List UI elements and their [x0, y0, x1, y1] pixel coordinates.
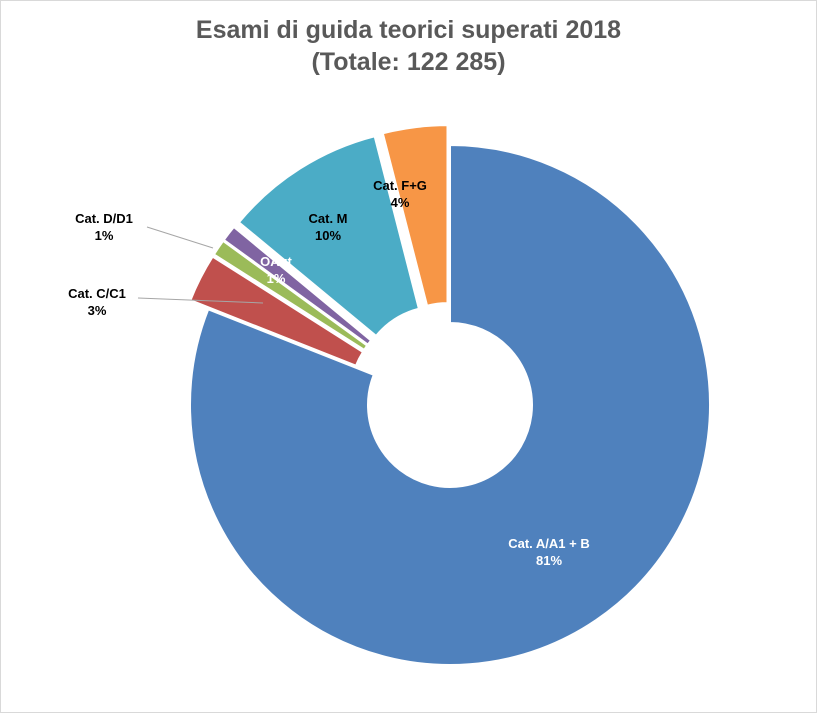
label-cat-a-pct: 81% [536, 553, 562, 568]
slice-cat-c-c1 [189, 255, 365, 368]
label-cat-f-g-pct: 4% [391, 195, 410, 210]
slice-cat-a-a1-b [189, 143, 711, 666]
leader-line-cat-c-c1 [137, 297, 264, 304]
leader-lines [137, 226, 264, 304]
label-cat-m: Cat. M [309, 211, 348, 226]
slice-cat-m [237, 135, 421, 338]
label-cat-c-c1: Cat. C/C1 [68, 286, 126, 301]
donut-slices [189, 124, 711, 666]
label-cat-c-c1-pct: 3% [88, 303, 107, 318]
label-oaut-pct: 1% [267, 271, 286, 286]
slice-oaut [222, 225, 373, 346]
slice-cat-d-d1 [212, 239, 369, 352]
chart-subtitle: (Totale: 122 285) [311, 48, 506, 76]
chart-title: Esami di guida teorici superati 2018 [195, 16, 622, 44]
slice-labels: Cat. A/A1 + B 81% Cat. C/C1 3% Cat. D/D1… [68, 178, 590, 568]
label-cat-m-pct: 10% [315, 228, 341, 243]
label-cat-d-d1-pct: 1% [95, 228, 114, 243]
label-cat-a: Cat. A/A1 + B [508, 536, 590, 551]
leader-line-cat-d-d1 [146, 226, 214, 249]
label-cat-f-g: Cat. F+G [373, 178, 427, 193]
label-cat-d-d1: Cat. D/D1 [75, 211, 133, 226]
slice-cat-f-g [381, 124, 449, 307]
label-oaut: OAut [260, 254, 292, 269]
